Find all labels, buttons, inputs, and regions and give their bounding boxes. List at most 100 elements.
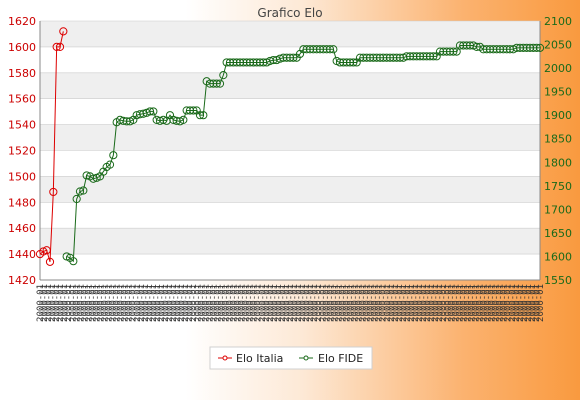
x-tick-label: 2000-01 — [56, 284, 66, 322]
x-tick-label: 2000-01 — [145, 284, 155, 322]
x-tick-label: 2000-01 — [363, 284, 373, 322]
fide-point — [355, 53, 365, 62]
fide-point — [479, 45, 488, 54]
fide-point — [285, 53, 295, 62]
fide-point — [372, 53, 381, 62]
x-tick-label: 2000-01 — [157, 284, 167, 322]
grid-band — [40, 72, 540, 99]
x-axis-labels: 2000-012000-012000-012000-012000-012000-… — [36, 284, 546, 322]
fide-point — [209, 79, 218, 88]
x-tick-label: 2000-01 — [217, 284, 227, 322]
fide-point — [342, 58, 351, 67]
fide-point — [385, 53, 395, 62]
x-tick-label: 2000-01 — [96, 284, 106, 322]
fide-point — [225, 58, 235, 67]
fide-point — [215, 79, 225, 88]
fide-point — [429, 52, 438, 61]
x-tick-label: 2000-01 — [48, 284, 58, 322]
x-tick-label: 2000-01 — [298, 284, 308, 322]
x-tick-label: 2000-01 — [230, 284, 240, 322]
x-tick-label: 2000-01 — [161, 284, 171, 322]
x-tick-label: 2000-01 — [346, 284, 356, 322]
fide-point — [412, 52, 421, 61]
series-elo-fide — [62, 41, 545, 266]
y-left-tick-label: 1540 — [8, 119, 36, 132]
fide-point — [379, 53, 388, 62]
y-right-tick-label: 1550 — [544, 274, 572, 287]
x-tick-label: 2000-01 — [60, 284, 70, 322]
x-tick-label: 2000-01 — [423, 284, 433, 322]
x-tick-label: 2000-01 — [334, 284, 344, 322]
fide-point — [439, 47, 448, 56]
x-tick-label: 2000-01 — [221, 284, 231, 322]
x-tick-label: 2000-01 — [471, 284, 481, 322]
fide-point — [212, 79, 221, 88]
fide-point — [522, 43, 531, 52]
x-tick-label: 2000-01 — [101, 284, 111, 322]
x-tick-label: 2000-01 — [318, 284, 328, 322]
x-tick-label: 2000-01 — [258, 284, 268, 322]
x-tick-label: 2000-01 — [169, 284, 179, 322]
x-tick-label: 2000-01 — [105, 284, 115, 322]
y-right-tick-label: 1950 — [544, 86, 572, 99]
x-tick-label: 2000-01 — [282, 284, 292, 322]
x-tick-label: 2000-01 — [165, 284, 175, 322]
x-tick-label: 2000-01 — [480, 284, 490, 322]
y-right-tick-label: 1700 — [544, 203, 572, 216]
fide-point — [249, 58, 258, 67]
x-tick-label: 2000-01 — [246, 284, 256, 322]
x-tick-label: 2000-01 — [72, 284, 82, 322]
y-right-tick-label: 2000 — [544, 62, 572, 75]
x-tick-label: 2000-01 — [306, 284, 316, 322]
right-axis-ticks: 1550 1600 1650 1700 1750 1800 1850 1900 1950 2000… — [544, 15, 572, 287]
fide-point — [205, 79, 215, 88]
fide-point — [252, 58, 261, 67]
x-tick-label: 2000-01 — [44, 284, 54, 322]
x-tick-label: 2000-01 — [459, 284, 469, 322]
x-tick-label: 2000-01 — [383, 284, 393, 322]
fide-point — [239, 58, 248, 67]
fide-point — [289, 53, 298, 62]
fide-point — [219, 71, 228, 80]
axes — [39, 21, 541, 281]
x-tick-label: 2000-01 — [431, 284, 441, 322]
x-tick-label: 2000-01 — [84, 284, 94, 322]
fide-point — [359, 53, 368, 62]
y-right-tick-label: 1800 — [544, 156, 572, 169]
x-tick-label: 2000-01 — [226, 284, 236, 322]
x-tick-label: 2000-01 — [536, 284, 546, 322]
fide-point — [315, 45, 325, 54]
fide-point — [482, 45, 491, 54]
x-tick-label: 2000-01 — [391, 284, 401, 322]
fide-point — [195, 111, 205, 120]
fide-point — [435, 47, 445, 56]
y-left-tick-label: 1500 — [8, 170, 36, 183]
y-left-tick-label: 1420 — [8, 274, 36, 287]
x-tick-label: 2000-01 — [326, 284, 336, 322]
fide-point — [152, 115, 161, 124]
fide-point — [532, 43, 541, 52]
fide-point — [335, 58, 345, 67]
y-left-tick-label: 1580 — [8, 67, 36, 80]
fide-point — [199, 111, 208, 120]
chart-title: Grafico Elo — [257, 6, 322, 20]
x-tick-label: 2000-01 — [133, 284, 143, 322]
x-tick-label: 2000-01 — [528, 284, 538, 322]
fide-point — [462, 41, 471, 50]
legend-box — [209, 346, 373, 370]
legend-label-fide: Elo FIDE — [318, 352, 363, 365]
x-tick-label: 2000-01 — [193, 284, 203, 322]
fide-point — [302, 45, 311, 54]
x-tick-label: 2000-01 — [121, 284, 131, 322]
italia-point — [52, 42, 61, 52]
fide-point — [159, 115, 168, 124]
fide-point — [349, 58, 358, 67]
series-elo-italia — [35, 27, 68, 266]
x-tick-label: 2000-01 — [286, 284, 296, 322]
italia-point — [55, 42, 65, 52]
legend-marker-fide — [303, 355, 309, 361]
y-left-tick-label: 1480 — [8, 196, 36, 209]
x-tick-label: 2000-01 — [411, 284, 421, 322]
italia-point — [42, 246, 51, 255]
